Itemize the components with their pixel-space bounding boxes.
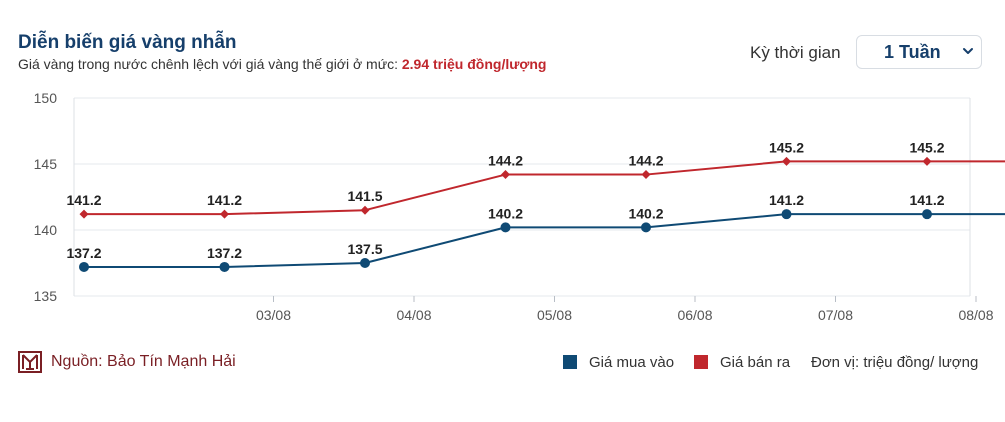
data-point [782,156,791,166]
data-point [501,170,510,180]
x-tick-label: 03/08 [256,307,291,323]
data-label: 137.2 [66,245,101,261]
data-point [79,209,89,219]
period-select-value: 1 Tuần [884,42,941,62]
chart-subtitle: Giá vàng trong nước chênh lệch với giá v… [18,56,546,72]
chevron-down-icon [963,48,973,54]
data-label: 141.2 [909,192,944,208]
data-point [922,209,932,220]
x-tick-label: 04/08 [396,307,431,323]
bao-tin-manh-hai-logo [18,351,42,373]
source-text: Nguồn: Bảo Tín Mạnh Hải [51,353,236,370]
subtitle-value: 2.94 triệu đồng/lượng [401,56,547,72]
data-point [781,209,792,220]
unit-label: Đơn vị: triệu đồng/ lượng [811,354,979,371]
data-label: 141.2 [769,192,804,208]
legend-sell: Giá bán ra [694,354,790,371]
data-point [360,205,370,215]
data-point [79,261,89,272]
price-line-chart: 135 140 145 150 03/08 04/08 05/08 06/08 07/08 08/… [34,90,1005,323]
legend-sell-label: Giá bán ra [720,354,791,371]
data-label: 144.2 [488,153,523,169]
data-label: 141.5 [347,188,382,204]
y-tick-label: 140 [34,222,58,238]
data-label: 140.2 [628,205,663,221]
legend-buy: Giá mua vào [563,354,674,371]
series-line-buy [84,213,1005,268]
data-point [641,170,651,180]
data-label: 137.5 [347,241,382,257]
data-point [641,222,651,233]
data-point [219,261,230,272]
x-tick-label: 05/08 [537,307,572,323]
data-point [922,156,932,166]
data-label: 137.2 [207,245,242,261]
period-label: Kỳ thời gian [750,43,841,62]
y-tick-label: 145 [34,156,58,172]
data-label: 140.2 [488,205,523,221]
data-point [360,258,370,268]
data-label: 141.2 [66,192,101,208]
data-point [220,209,229,219]
legend-buy-swatch [563,355,577,369]
chart-title: Diễn biến giá vàng nhẫn [18,32,237,53]
data-label: 144.2 [628,153,663,169]
series-line-sell [84,160,1005,216]
y-tick-label: 150 [34,90,58,106]
subtitle-text: Giá vàng trong nước chênh lệch với giá v… [18,56,398,72]
data-label: 145.2 [909,139,944,155]
x-tick-label: 06/08 [677,307,712,323]
legend-sell-swatch [694,355,708,369]
data-label: 141.2 [207,192,242,208]
data-point [500,222,511,233]
period-select[interactable]: 1 Tuần [856,35,982,69]
y-tick-label: 135 [34,288,58,304]
data-label: 145.2 [769,139,804,155]
x-tick-label: 08/08 [958,307,993,323]
legend-buy-label: Giá mua vào [589,354,675,371]
x-tick-label: 07/08 [818,307,853,323]
